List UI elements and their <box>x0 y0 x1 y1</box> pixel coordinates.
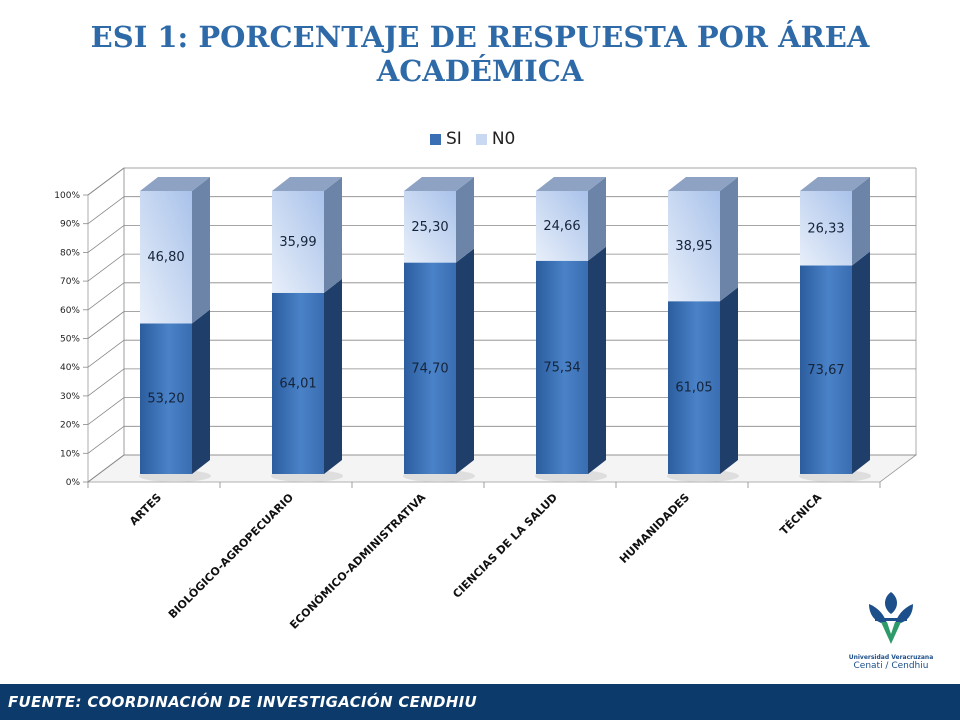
bar-top <box>272 177 342 191</box>
gridline-depth <box>87 397 125 425</box>
gridline-depth <box>87 339 125 368</box>
y-tick-label: 20% <box>60 421 80 431</box>
legend-label-no: N0 <box>491 129 516 149</box>
x-category-label: BIOLÓGICO-AGROPECUARIO <box>166 491 296 621</box>
data-label-no: 46,80 <box>147 250 184 265</box>
y-tick-label: 40% <box>60 363 80 373</box>
gridline-depth <box>87 225 125 253</box>
legend-swatch-si <box>430 133 441 145</box>
bar-no <box>536 191 588 261</box>
bar-no-side <box>456 177 474 263</box>
y-tick-label: 50% <box>60 335 80 345</box>
bar-no <box>800 191 852 266</box>
bar-no <box>404 191 456 263</box>
bar-no-side <box>324 177 342 293</box>
bar-top <box>536 177 606 191</box>
bar-top <box>404 177 474 191</box>
x-category-label: CIENCIAS DE LA SALUD <box>450 491 560 601</box>
data-label-no: 38,95 <box>675 239 712 254</box>
bar-no-side <box>852 177 870 266</box>
chart-legend: SI N0 <box>430 129 529 149</box>
bar-no <box>140 191 192 324</box>
legend-swatch-no <box>475 133 487 145</box>
gridline-depth <box>87 368 125 397</box>
x-category-label: HUMANIDADES <box>617 491 692 566</box>
x-category-label: TÉCNICA <box>777 491 824 538</box>
gridline-depth <box>87 282 125 311</box>
bar-si-side <box>852 251 870 474</box>
bar-si-side <box>192 309 210 474</box>
bar-top <box>140 177 210 191</box>
bar-no-side <box>720 177 738 302</box>
logo-unit-name: Cenati / Cendhiu <box>853 661 929 671</box>
gridline-depth <box>87 196 125 225</box>
y-tick-label: 0% <box>66 478 81 488</box>
data-label-no: 24,66 <box>543 219 580 234</box>
title-line-2: ACADÉMICA <box>376 54 584 88</box>
gridline-depth <box>87 167 125 196</box>
bar-no-side <box>588 177 606 261</box>
y-tick-label: 60% <box>60 306 80 316</box>
data-label-no: 25,30 <box>411 220 448 235</box>
bar-si <box>140 323 192 474</box>
legend-item-si: SI <box>430 129 462 149</box>
y-tick-label: 80% <box>60 248 80 258</box>
y-tick-label: 100% <box>54 191 80 201</box>
gridline-depth <box>87 253 125 282</box>
bar-si <box>800 265 852 474</box>
bar-si-side <box>720 287 738 474</box>
y-tick-label: 10% <box>60 449 80 459</box>
x-category-label: ECONÓMICO-ADMINISTRATIVA <box>287 491 428 632</box>
page-title: ESI 1: PORCENTAJE DE RESPUESTA POR ÁREA … <box>0 20 960 88</box>
bar-no-side <box>192 177 210 324</box>
bar-no <box>272 191 324 293</box>
data-label-si: 75,34 <box>543 360 580 375</box>
legend-label-si: SI <box>446 129 462 149</box>
footer-bar: FUENTE: COORDINACIÓN DE INVESTIGACIÓN CE… <box>0 684 960 720</box>
bar-si <box>404 262 456 474</box>
gridline-depth <box>87 454 125 483</box>
bar-top <box>800 177 870 191</box>
chart-floor <box>86 454 918 483</box>
bar-no <box>668 191 720 302</box>
data-label-si: 73,67 <box>807 363 844 378</box>
bar-si-side <box>456 248 474 474</box>
bar-si <box>668 301 720 474</box>
data-label-si: 64,01 <box>279 376 316 391</box>
university-logo: Universidad Veracruzana Cenati / Cendhiu <box>832 588 950 683</box>
bar-si <box>272 292 324 474</box>
bar-si-side <box>588 246 606 474</box>
gridline-depth <box>87 425 125 454</box>
y-tick-label: 30% <box>60 392 80 402</box>
logo-emblem-icon <box>869 592 913 644</box>
bar-top <box>668 177 738 191</box>
data-label-no: 35,99 <box>279 235 316 250</box>
chart-plot-area: 0% 10% 20% 30% 40% 50% 60% 70% 80% 90% 100% 53,20 46… <box>54 167 918 632</box>
y-tick-label: 90% <box>60 220 80 230</box>
data-label-no: 26,33 <box>807 221 844 236</box>
footer-source: FUENTE: COORDINACIÓN DE INVESTIGACIÓN CE… <box>8 693 478 711</box>
title-line-1: ESI 1: PORCENTAJE DE RESPUESTA POR ÁREA <box>90 20 870 54</box>
logo-university-name: Universidad Veracruzana <box>848 654 934 661</box>
gridline-depth <box>87 311 125 339</box>
bar-si <box>536 260 588 474</box>
data-label-si: 61,05 <box>675 381 712 396</box>
x-category-label: ARTES <box>127 491 164 528</box>
data-label-si: 74,70 <box>411 361 448 376</box>
legend-item-no: N0 <box>475 129 516 149</box>
y-tick-label: 70% <box>60 277 80 287</box>
bar-si-side <box>324 278 342 474</box>
data-label-si: 53,20 <box>147 392 184 407</box>
